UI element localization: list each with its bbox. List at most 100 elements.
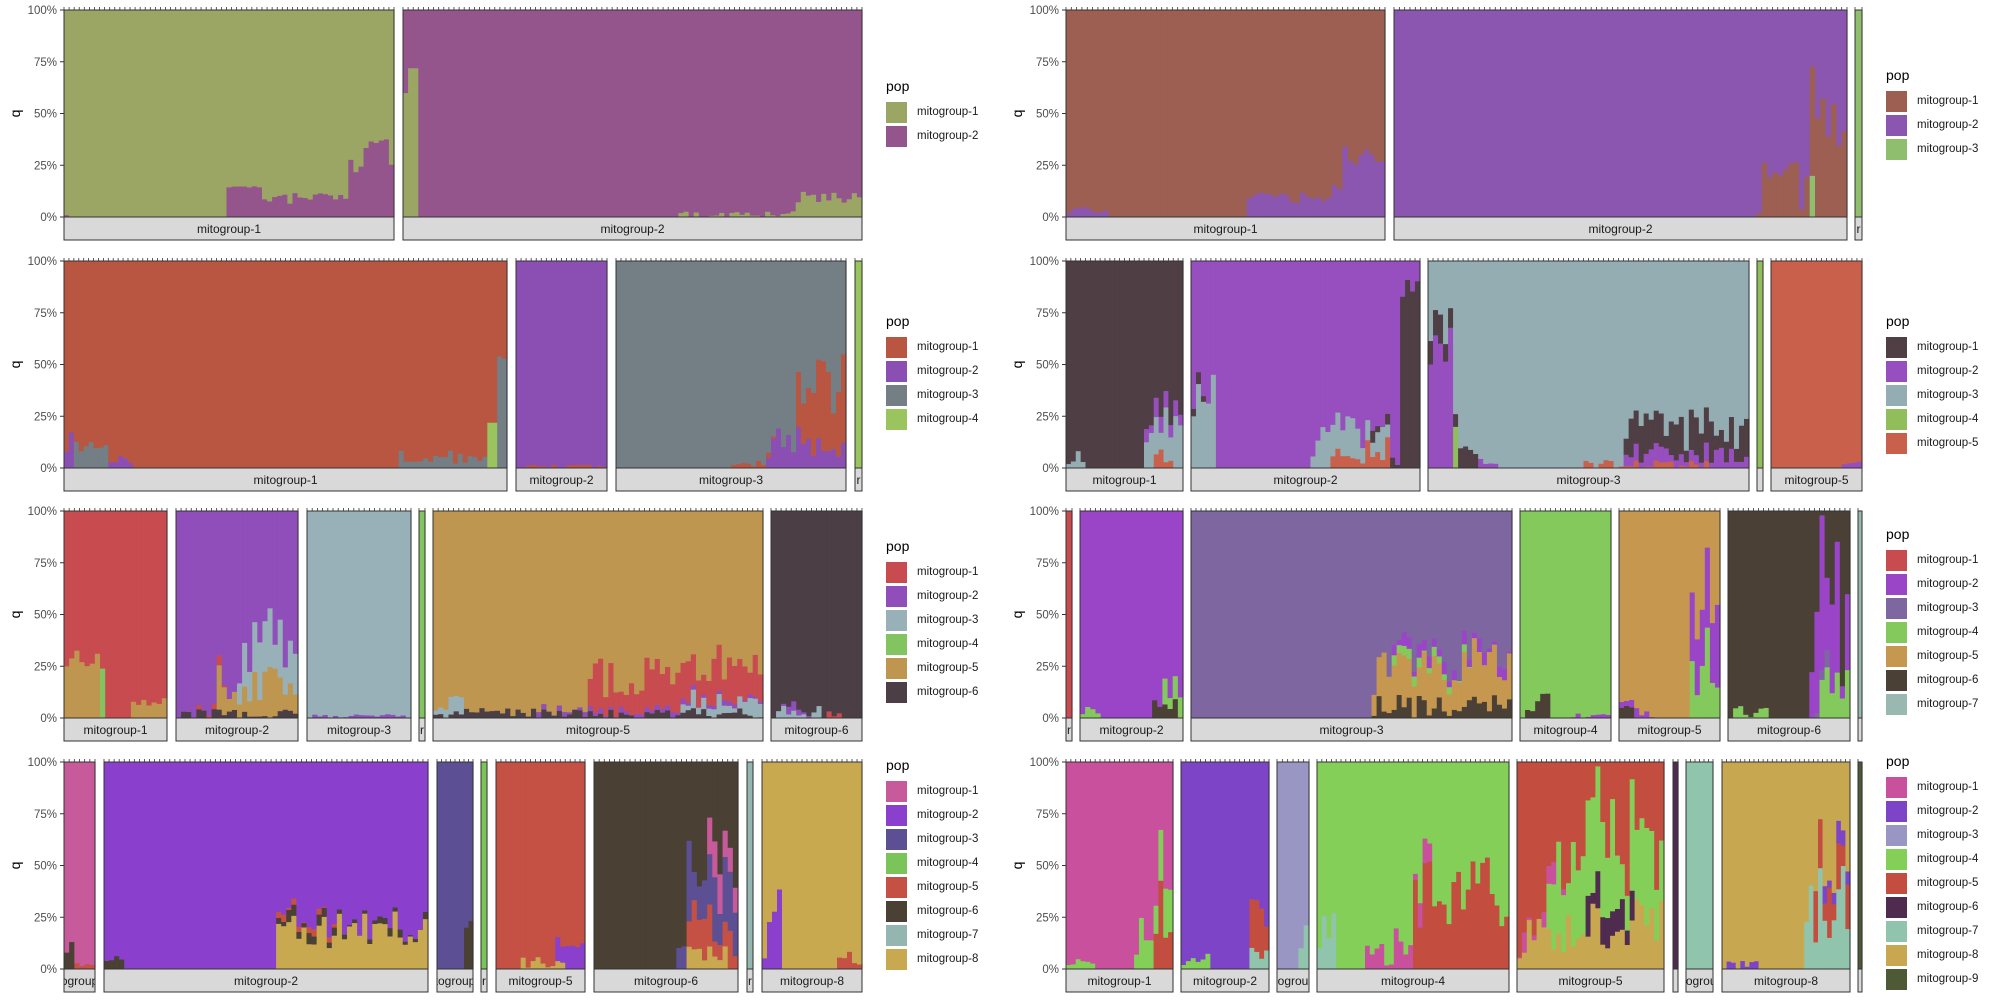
bar-segment [123, 458, 129, 469]
bar-segment [1628, 418, 1635, 458]
bar-segment [83, 261, 90, 447]
bar-segment [292, 653, 299, 695]
bar-segment [64, 261, 70, 452]
y-tick-label: 25% [1036, 912, 1059, 924]
bar-segment [472, 261, 479, 458]
bar-segment [1723, 441, 1730, 463]
facet-strip [1276, 968, 1310, 993]
bar-segment [1654, 939, 1660, 970]
bar-segment [826, 200, 832, 218]
facet-mitogroup-3: mitogroup-3 [306, 508, 412, 742]
bar-segment [438, 261, 444, 458]
bar-segment [1239, 762, 1246, 970]
bar-segment [447, 450, 454, 469]
bar-segment [307, 10, 314, 200]
bar-segment [520, 10, 526, 218]
bar-segment [510, 511, 517, 717]
bar-segment [1758, 511, 1765, 709]
bar-segment [792, 762, 798, 970]
bar-segment [515, 511, 522, 710]
legend-label: mitogroup-6 [1917, 674, 1979, 686]
bar-segment [1629, 511, 1635, 700]
bar-segment [1092, 212, 1099, 218]
bar-segment [1822, 903, 1828, 921]
bar-segment [659, 708, 666, 713]
bar-segment [1156, 10, 1163, 218]
bar-segment [443, 261, 449, 458]
bar-segment [287, 511, 294, 641]
bar-segment [103, 445, 109, 469]
bar-segment [438, 10, 445, 218]
y-axis: 0%25%50%75%100%q [1009, 256, 1066, 475]
bar-segment [1103, 10, 1110, 211]
bar-segment [296, 762, 303, 927]
bar-segment [1590, 511, 1597, 716]
bar-segment [1668, 454, 1675, 462]
legend-label: mitogroup-1 [1917, 95, 1979, 107]
bar-segment [1644, 711, 1650, 719]
bar-segment [639, 714, 646, 718]
bar-segment [1463, 446, 1469, 469]
bar-segment [1643, 453, 1650, 467]
bar-segment [1103, 210, 1110, 218]
bar-segment [257, 642, 264, 700]
bar-segment [379, 261, 385, 469]
bar-segment [717, 874, 724, 914]
bar-segment [275, 261, 282, 469]
bar-segment [1345, 762, 1352, 970]
bar-segment [241, 261, 247, 469]
y-axis: 0%25%50%75%100%q [7, 506, 64, 725]
bar-segment [317, 193, 324, 218]
bar-segment [1285, 261, 1292, 469]
bar-segment [1786, 261, 1792, 469]
bar-segment [1743, 418, 1750, 457]
facet-strip [1065, 717, 1073, 742]
bar-segment [1551, 762, 1557, 863]
bar-segment [262, 511, 269, 622]
bar-segment [580, 762, 586, 944]
bar-segment [1506, 511, 1513, 653]
bar-segment [1321, 762, 1328, 916]
bar-segment [464, 762, 470, 928]
bar-segment [438, 511, 444, 708]
bar-segment [1114, 762, 1121, 970]
bar-segment [603, 716, 609, 719]
bar-segment [125, 511, 132, 719]
bar-segment [285, 261, 292, 469]
legend-swatch [1886, 360, 1907, 382]
facet-mitogroup-1: mitogroup-1 [1065, 258, 1184, 492]
bar-segment [1196, 511, 1202, 719]
bar-segment [1360, 261, 1366, 449]
bar-segment [1481, 511, 1488, 653]
bar-segment [1804, 10, 1811, 178]
bar-segment [1315, 261, 1322, 441]
bar-segment [837, 762, 843, 958]
facet-strip [1672, 968, 1679, 993]
bar-segment [1342, 10, 1349, 147]
facet-strip [175, 717, 299, 742]
bar-segment [608, 662, 615, 708]
bar-segment [1417, 762, 1424, 904]
bar-segment [1405, 279, 1411, 469]
bar-segment [301, 921, 308, 924]
bar-segment [1200, 401, 1207, 469]
bar-segment [665, 666, 671, 706]
facet-strip [1190, 467, 1421, 492]
bar-segment [831, 261, 837, 414]
bar-segment [422, 918, 429, 970]
bar-segment [816, 261, 822, 360]
bar-segment [1753, 712, 1760, 719]
bar-segment [1255, 261, 1262, 469]
bar-segment [1634, 762, 1641, 830]
bar-segment [598, 708, 604, 714]
bar-segment [1634, 707, 1640, 719]
bar-segment [1369, 762, 1376, 955]
facet-strip-label: mitogroup-3 [699, 473, 763, 487]
bar-segment [267, 10, 273, 202]
bar-segment [821, 450, 827, 469]
facet-strip-label: mitogroup-8 [780, 974, 844, 988]
bar-segment [776, 511, 782, 712]
bar-segment [502, 261, 508, 359]
bar-segment [1575, 511, 1582, 714]
bar-segment [1763, 707, 1770, 719]
